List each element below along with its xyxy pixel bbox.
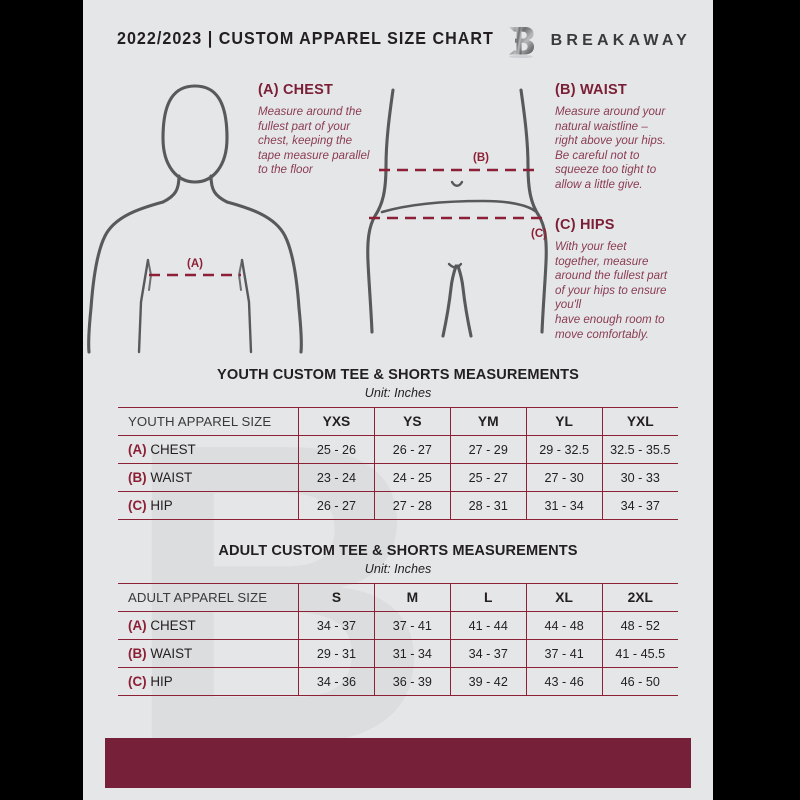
table-cell: 25 - 26 — [298, 435, 375, 464]
adult-table-unit: Unit: Inches — [364, 562, 432, 576]
row-marker: (C) — [128, 674, 147, 689]
size-column-header: YM — [449, 407, 527, 436]
row-label-hip: (C) HIP — [118, 491, 299, 520]
table-header-row: YOUTH APPAREL SIZE YXS YS YM YL YXL — [118, 407, 678, 436]
size-column-header: S — [298, 583, 375, 612]
size-column-header: 2XL — [601, 583, 678, 612]
table-cell: 29 - 31 — [298, 639, 375, 668]
table-cell: 34 - 37 — [449, 639, 527, 668]
footer-bar — [105, 738, 691, 788]
callout-waist: (B) WAIST Measure around your natural wa… — [555, 82, 705, 193]
row-name: HIP — [150, 674, 173, 689]
table-cell: 48 - 52 — [601, 611, 678, 640]
youth-table-title: YOUTH CUSTOM TEE & SHORTS MEASUREMENTS — [217, 367, 579, 383]
table-row: (C) HIP 26 - 27 27 - 28 28 - 31 31 - 34 … — [118, 491, 678, 520]
table-cell: 32.5 - 35.5 — [601, 435, 678, 464]
table-cell: 25 - 27 — [449, 463, 527, 492]
adult-table-title: ADULT CUSTOM TEE & SHORTS MEASUREMENTS — [218, 543, 578, 559]
table-cell: 37 - 41 — [373, 611, 451, 640]
table-row: (B) WAIST 29 - 31 31 - 34 34 - 37 37 - 4… — [118, 639, 678, 668]
brand-wordmark: BREAKAWAY — [550, 32, 691, 49]
table-cell: 39 - 42 — [449, 667, 527, 696]
table-cell: 34 - 36 — [298, 667, 375, 696]
table-cell: 46 - 50 — [601, 667, 678, 696]
table-header-row: ADULT APPAREL SIZE S M L XL 2XL — [118, 583, 678, 612]
row-name: CHEST — [150, 618, 196, 633]
row-marker: (B) — [128, 646, 147, 661]
table-cell: 30 - 33 — [601, 463, 678, 492]
row-name: WAIST — [150, 470, 193, 485]
callout-hips-title: (C) HIPS — [555, 217, 615, 233]
row-label-hip: (C) HIP — [118, 667, 299, 696]
table-cell: 29 - 32.5 — [525, 435, 603, 464]
size-column-header: M — [373, 583, 451, 612]
table-cell: 27 - 30 — [525, 463, 603, 492]
table-cell: 36 - 39 — [373, 667, 451, 696]
page-header: 2022/2023 | CUSTOM APPAREL SIZE CHART — [83, 22, 713, 64]
callout-hips: (C) HIPS With your feet together, measur… — [555, 217, 705, 342]
waist-measure-label: (B) — [473, 152, 489, 164]
breakaway-b-logo-icon — [505, 24, 537, 59]
size-column-header: YL — [525, 407, 603, 436]
callout-chest: (A) CHEST Measure around the fullest par… — [258, 82, 408, 178]
row-name: WAIST — [150, 646, 193, 661]
row-marker: (A) — [128, 442, 147, 457]
brand-lockup: BREAKAWAY — [505, 24, 691, 59]
table-cell: 44 - 48 — [525, 611, 603, 640]
callout-chest-title: (A) CHEST — [258, 82, 334, 98]
adult-apparel-size-header: ADULT APPAREL SIZE — [118, 583, 299, 612]
table-cell: 41 - 45.5 — [601, 639, 678, 668]
table-cell: 26 - 27 — [298, 491, 375, 520]
size-column-header: YS — [373, 407, 451, 436]
size-column-header: YXL — [601, 407, 678, 436]
row-label-chest: (A) CHEST — [118, 611, 299, 640]
callout-waist-body: Measure around your natural waistline – … — [555, 105, 666, 191]
adult-size-table-block: ADULT CUSTOM TEE & SHORTS MEASUREMENTS U… — [83, 543, 713, 696]
callout-hips-body: With your feet together, measure around … — [555, 240, 668, 341]
lower-body-figure — [366, 88, 548, 338]
size-column-header: YXS — [298, 407, 375, 436]
table-row: (A) CHEST 34 - 37 37 - 41 41 - 44 44 - 4… — [118, 611, 678, 640]
row-name: HIP — [150, 498, 173, 513]
table-cell: 26 - 27 — [373, 435, 451, 464]
table-cell: 41 - 44 — [449, 611, 527, 640]
table-cell: 34 - 37 — [601, 491, 678, 520]
youth-table-unit: Unit: Inches — [364, 386, 432, 400]
table-cell: 31 - 34 — [373, 639, 451, 668]
row-label-waist: (B) WAIST — [118, 639, 299, 668]
callout-chest-body: Measure around the fullest part of your … — [258, 105, 370, 177]
body-figures-svg: (A) (B) (C) — [87, 84, 548, 354]
callout-waist-title: (B) WAIST — [555, 82, 627, 98]
youth-apparel-size-header: YOUTH APPAREL SIZE — [118, 407, 299, 436]
measurement-illustrations: (A) (B) (C) (A) CH — [83, 70, 713, 360]
upper-body-figure — [87, 84, 303, 354]
chest-measure-label: (A) — [187, 258, 203, 270]
table-row: (C) HIP 34 - 36 36 - 39 39 - 42 43 - 46 … — [118, 667, 678, 696]
size-chart-page: B 2022/2023 | CUSTOM APPAREL SIZE CHART — [83, 0, 713, 800]
table-row: (B) WAIST 23 - 24 24 - 25 25 - 27 27 - 3… — [118, 463, 678, 492]
adult-size-table: ADULT APPAREL SIZE S M L XL 2XL (A) CHES… — [118, 583, 678, 696]
table-cell: 43 - 46 — [525, 667, 603, 696]
youth-size-table-block: YOUTH CUSTOM TEE & SHORTS MEASUREMENTS U… — [83, 367, 713, 520]
table-cell: 24 - 25 — [373, 463, 451, 492]
row-label-waist: (B) WAIST — [118, 463, 299, 492]
table-cell: 34 - 37 — [298, 611, 375, 640]
table-cell: 27 - 28 — [373, 491, 451, 520]
size-column-header: L — [449, 583, 527, 612]
youth-size-table: YOUTH APPAREL SIZE YXS YS YM YL YXL (A) … — [118, 407, 678, 520]
page-title: 2022/2023 | CUSTOM APPAREL SIZE CHART — [117, 28, 494, 48]
row-name: CHEST — [150, 442, 196, 457]
table-cell: 31 - 34 — [525, 491, 603, 520]
row-label-chest: (A) CHEST — [118, 435, 299, 464]
table-cell: 23 - 24 — [298, 463, 375, 492]
table-cell: 27 - 29 — [449, 435, 527, 464]
table-row: (A) CHEST 25 - 26 26 - 27 27 - 29 29 - 3… — [118, 435, 678, 464]
row-marker: (A) — [128, 618, 147, 633]
row-marker: (B) — [128, 470, 147, 485]
table-cell: 28 - 31 — [449, 491, 527, 520]
size-column-header: XL — [525, 583, 603, 612]
hip-measure-label: (C) — [531, 228, 547, 240]
row-marker: (C) — [128, 498, 147, 513]
table-cell: 37 - 41 — [525, 639, 603, 668]
